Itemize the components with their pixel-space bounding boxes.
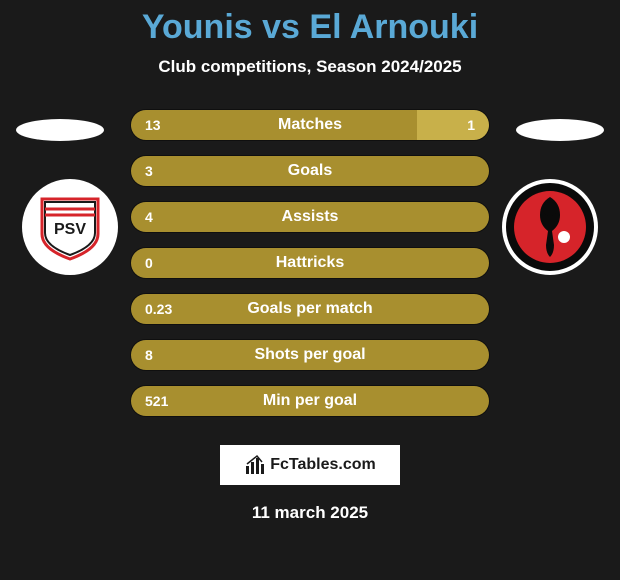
site-badge[interactable]: FcTables.com [220, 445, 400, 485]
stat-label: Hattricks [131, 254, 489, 272]
stat-bar-assists: 4 Assists [130, 201, 490, 233]
stat-label: Goals [131, 162, 489, 180]
stat-label: Shots per goal [131, 346, 489, 364]
chart-icon [244, 454, 266, 476]
right-club-logo [502, 179, 598, 275]
date-text: 11 march 2025 [0, 503, 620, 523]
stat-label: Min per goal [131, 392, 489, 410]
page-title: Younis vs El Arnouki [0, 0, 620, 47]
stat-bars: 13 Matches 1 3 Goals 4 Assists 0 Hattric… [130, 109, 490, 417]
page-subtitle: Club competitions, Season 2024/2025 [0, 57, 620, 77]
comparison-content: PSV 13 Matches 1 3 Goals 4 [0, 109, 620, 523]
psv-logo-icon: PSV [32, 189, 108, 265]
stat-label: Goals per match [131, 300, 489, 318]
left-club-logo: PSV [22, 179, 118, 275]
stat-bar-shots-per-goal: 8 Shots per goal [130, 339, 490, 371]
stat-bar-min-per-goal: 521 Min per goal [130, 385, 490, 417]
stat-label: Matches [131, 116, 489, 134]
left-player-silhouette [16, 119, 104, 141]
stat-bar-goals-per-match: 0.23 Goals per match [130, 293, 490, 325]
stat-label: Assists [131, 208, 489, 226]
stat-bar-hattricks: 0 Hattricks [130, 247, 490, 279]
right-player-silhouette [516, 119, 604, 141]
stat-right-value: 1 [467, 117, 475, 133]
right-club-logo-icon [510, 187, 590, 267]
psv-text: PSV [54, 221, 86, 238]
site-badge-text: FcTables.com [270, 456, 376, 474]
stat-bar-goals: 3 Goals [130, 155, 490, 187]
stat-bar-matches: 13 Matches 1 [130, 109, 490, 141]
